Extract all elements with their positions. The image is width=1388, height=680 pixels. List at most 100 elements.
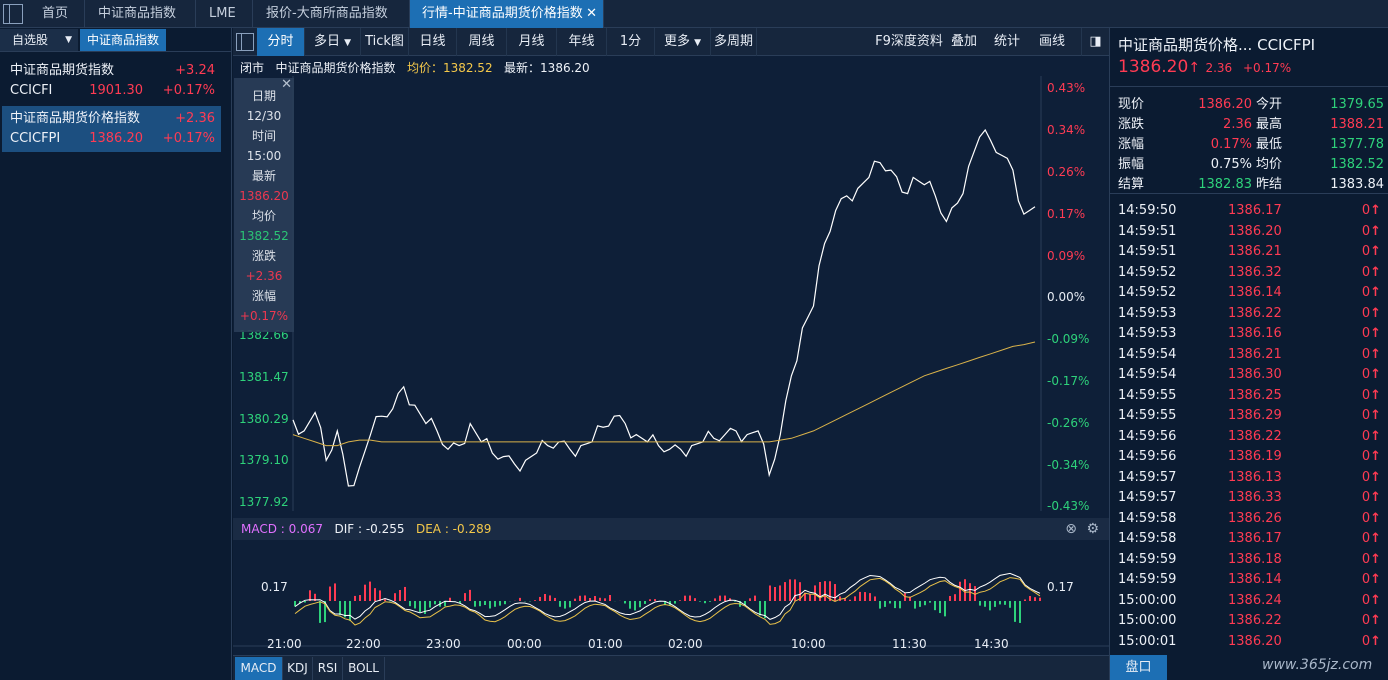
btn-draw[interactable]: 画线 (1038, 34, 1065, 49)
stock-pct: +0.17% (162, 131, 215, 146)
y-tick-label: 1381.47 (239, 370, 289, 384)
tick-row: 14:59:58 1386.26 0↑ (1110, 509, 1388, 530)
tick-price: 1386.19 (1228, 449, 1282, 464)
pankou-button[interactable]: 盘口 (1110, 655, 1167, 680)
macd-value: 0.067 (288, 522, 324, 536)
tab-label: LME (209, 6, 236, 21)
btn-monthly[interactable]: 月线 (507, 28, 557, 56)
tick-list[interactable]: 14:59:50 1386.17 0↑ 14:59:51 1386.20 0↑ 14:59:… (1110, 201, 1388, 652)
stock-price: 1386.20 (89, 131, 143, 146)
tick-volume-value: 0 (1361, 510, 1371, 526)
detail-row: 振幅 0.75% 均价 1382.52 (1118, 155, 1384, 175)
btn-multiperiod[interactable]: 多周期 (711, 28, 757, 56)
caret-down-icon: ▼ (344, 38, 352, 48)
tab-csi-index[interactable]: 中证商品指数 (80, 29, 166, 51)
arrow-up-icon: ↑ (1370, 469, 1381, 485)
tooltip-label: 涨跌 (251, 249, 276, 263)
tab-kdj[interactable]: KDJ (283, 657, 313, 680)
tick-time: 14:59:52 (1118, 285, 1177, 300)
detail-value: 1388.21 (1330, 117, 1384, 132)
btn-yearly[interactable]: 年线 (557, 28, 607, 56)
tick-time: 14:59:58 (1118, 510, 1177, 526)
collapse-right-icon[interactable]: ◨ (1081, 28, 1109, 56)
arrow-up-icon: ↑ (1370, 449, 1381, 464)
tick-price: 1386.26 (1228, 510, 1282, 526)
watchlist-item[interactable]: 中证商品期货指数 +3.24 CCICFI 1901.30 +0.17% (2, 58, 221, 104)
btn-stats[interactable]: 统计 (993, 34, 1020, 49)
tab-label: 报价-大商所商品指数 (266, 6, 388, 21)
price-line (292, 128, 1036, 487)
price-lines (292, 128, 1036, 487)
arrow-up-icon: ↑ (1370, 203, 1381, 218)
btn-intraday[interactable]: 分时 (257, 28, 305, 56)
arrow-up-icon: ↑ (1370, 428, 1381, 444)
tab-csi-commodity[interactable]: 中证商品指数 (86, 0, 196, 28)
arrow-up-icon: ↑ (1370, 387, 1381, 403)
close-icon[interactable]: ✕ (586, 6, 597, 21)
btn-1min[interactable]: 1分 (607, 28, 655, 56)
watchlist-panel: 自选股 ▼ 中证商品指数 中证商品期货指数 +3.24 CCICFI 1901.30 +… (0, 28, 232, 680)
tick-volume-value: 0 (1361, 203, 1371, 218)
close-icon[interactable]: ✕ (281, 77, 292, 92)
btn-label: 更多 (663, 34, 690, 49)
tick-volume: 0↑ (1362, 201, 1381, 222)
y-tick-pct-label: 0.34% (1047, 123, 1085, 137)
tick-row: 14:59:55 1386.29 0↑ (1110, 406, 1388, 427)
tick-volume: 0↑ (1362, 447, 1381, 468)
tick-volume: 0↑ (1362, 304, 1381, 325)
btn-weekly[interactable]: 周线 (457, 28, 507, 56)
settings-gear-icon[interactable]: ⚙ (1086, 521, 1099, 537)
x-tick-label: 01:00 (588, 637, 623, 651)
stock-code: CCICFPI (10, 131, 61, 146)
close-circle-icon[interactable]: ⊗ (1065, 521, 1077, 537)
market-status: 闭市 (240, 61, 265, 75)
tick-volume: 0↑ (1362, 611, 1381, 632)
intraday-chart[interactable]: 1382.661381.471380.291379.101377.920.43%… (233, 56, 1109, 680)
detail-row: 现价 1386.20 今开 1379.65 (1118, 95, 1384, 115)
watchlist-dropdown[interactable]: 自选股 ▼ (0, 29, 78, 51)
avg-price-line (292, 341, 1036, 447)
tick-time: 15:00:00 (1118, 613, 1177, 628)
y-axis-labels: 1382.661381.471380.291379.101377.920.43%… (239, 81, 1089, 513)
tab-label: 首页 (42, 6, 69, 21)
btn-daily[interactable]: 日线 (409, 28, 457, 56)
detail-label: 昨结 (1256, 177, 1283, 192)
btn-overlay[interactable]: 叠加 (950, 34, 977, 49)
tab-lme[interactable]: LME (197, 0, 253, 28)
detail-value: 1382.52 (1330, 157, 1384, 172)
panel-toggle-icon[interactable] (236, 33, 254, 51)
panel-toggle-icon[interactable] (3, 4, 23, 24)
tooltip-pct: +0.17% (239, 309, 289, 323)
tick-row: 15:00:00 1386.24 0↑ (1110, 591, 1388, 612)
tab-rsi[interactable]: RSI (313, 657, 343, 680)
x-tick-label: 21:00 (267, 637, 302, 651)
tick-volume-value: 0 (1361, 592, 1371, 608)
macd-axis-label: 0.17 (1047, 580, 1074, 594)
dif-value: -0.255 (365, 522, 405, 536)
tick-volume-value: 0 (1361, 285, 1371, 300)
tab-dce-quote[interactable]: 报价-大商所商品指数 (254, 0, 410, 28)
tick-row: 15:00:00 1386.22 0↑ (1110, 611, 1388, 632)
arrow-up-icon: ↑ (1370, 633, 1381, 649)
tooltip-last: 1386.20 (239, 189, 289, 203)
tick-time: 14:59:59 (1118, 572, 1177, 587)
tab-market-price-index[interactable]: 行情-中证商品期货价格指数 ✕ (410, 0, 604, 28)
btn-tick[interactable]: Tick图 (361, 28, 409, 56)
tick-volume-value: 0 (1361, 264, 1371, 280)
watchlist-item-selected[interactable]: 中证商品期货价格指数 +2.36 CCICFPI 1386.20 +0.17% (2, 106, 221, 152)
btn-multiday[interactable]: 多日 ▼ (305, 28, 361, 56)
x-tick-label: 22:00 (346, 637, 381, 651)
tab-home[interactable]: 首页 (30, 0, 85, 28)
tick-volume-value: 0 (1361, 633, 1371, 649)
tick-time: 14:59:56 (1118, 428, 1177, 444)
btn-f9[interactable]: F9深度资料 (875, 34, 943, 49)
x-tick-label: 00:00 (507, 637, 542, 651)
tick-price: 1386.20 (1228, 633, 1282, 649)
tick-price: 1386.22 (1228, 428, 1282, 444)
tab-macd[interactable]: MACD (235, 657, 283, 680)
btn-more[interactable]: 更多 ▼ (655, 28, 711, 56)
tab-boll[interactable]: BOLL (343, 657, 385, 680)
arrow-up-icon: ↑ (1370, 613, 1381, 628)
tick-row: 14:59:58 1386.17 0↑ (1110, 529, 1388, 550)
tick-volume-value: 0 (1361, 572, 1371, 587)
